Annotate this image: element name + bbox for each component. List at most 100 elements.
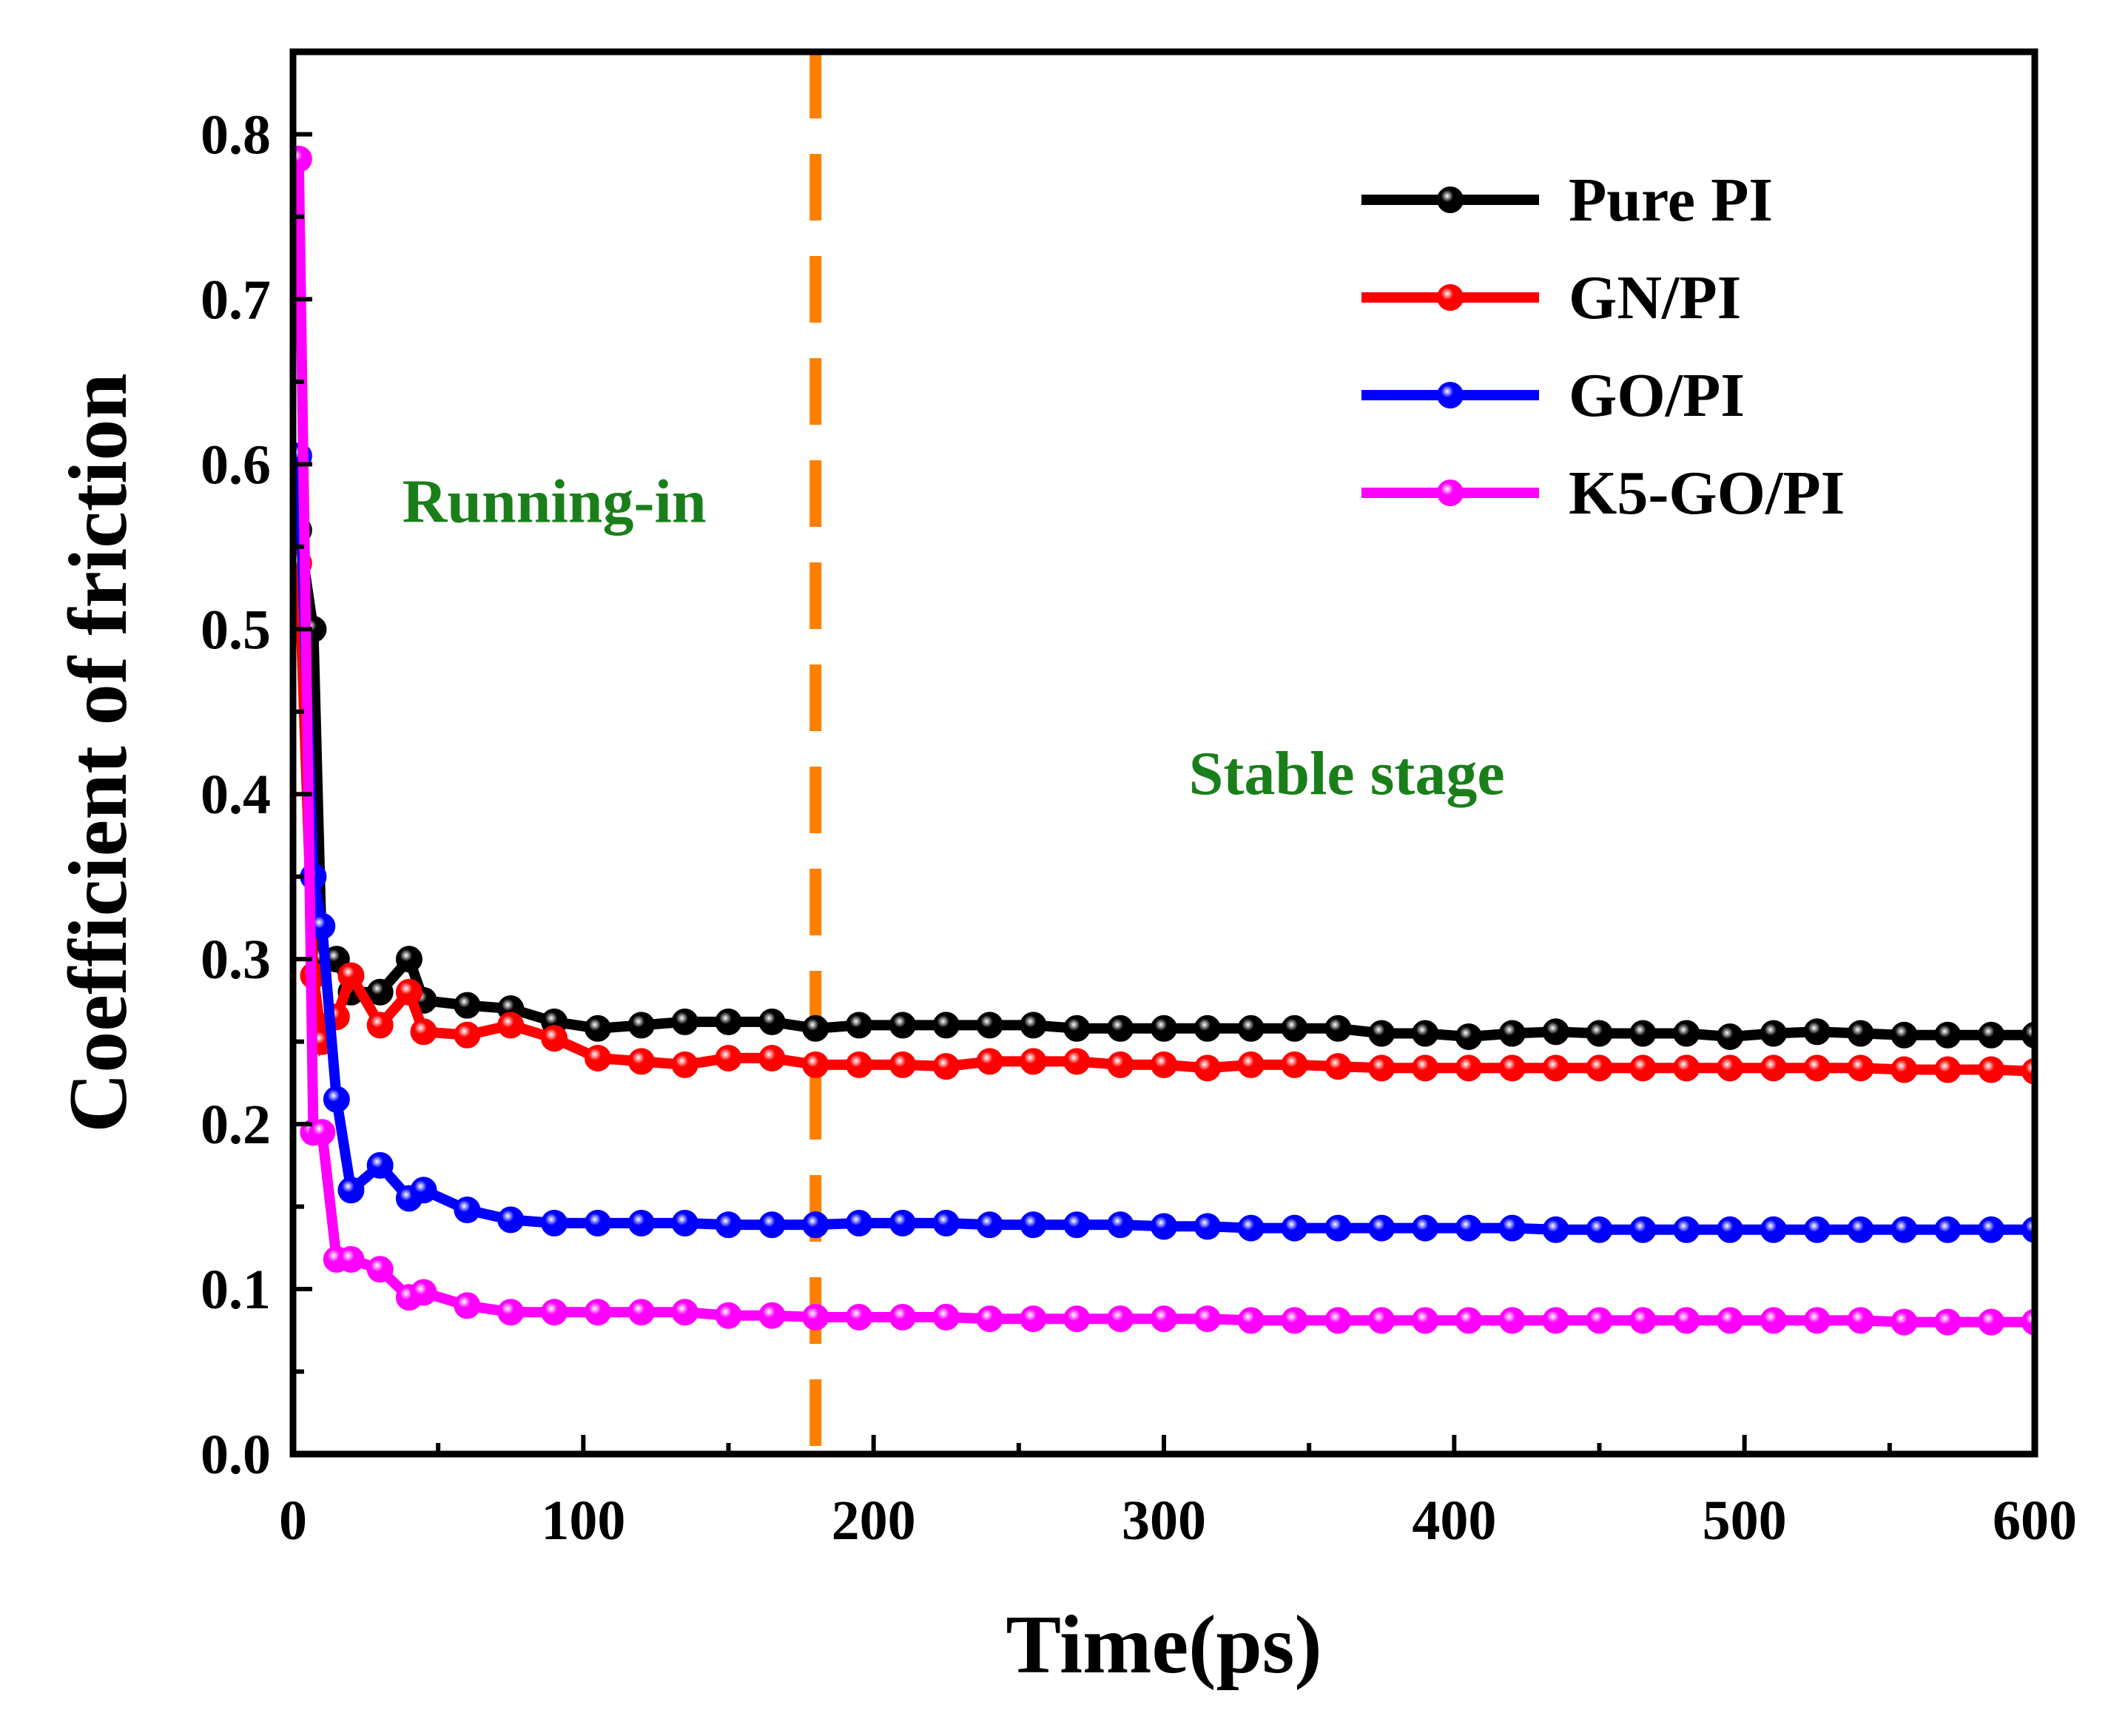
y-tick-label: 0.8 <box>201 104 271 166</box>
data-point <box>932 1053 960 1080</box>
data-point <box>976 1211 1003 1239</box>
y-tick-label: 0.0 <box>201 1424 271 1486</box>
data-point <box>715 1302 742 1329</box>
data-point <box>497 1012 525 1039</box>
data-point <box>889 1303 916 1330</box>
data-point <box>1978 1056 2005 1083</box>
data-point <box>293 145 312 172</box>
axes: 0 100 200 300 400 500 600 0.0 0.1 0.2 0.3 0.4 0.5 0.6… <box>201 48 2077 1552</box>
legend-label-1: GN/PI <box>1569 263 1741 332</box>
data-point <box>395 978 422 1006</box>
data-point <box>976 1305 1003 1333</box>
data-point <box>366 1256 394 1283</box>
series-line-1 <box>293 562 2035 1077</box>
data-point <box>454 992 481 1019</box>
data-point <box>1934 1056 1962 1083</box>
data-point <box>1498 1214 1526 1242</box>
data-point <box>1063 1211 1091 1239</box>
data-point <box>1368 1020 1395 1047</box>
data-point <box>846 1051 873 1078</box>
y-tick-label: 0.2 <box>201 1094 271 1156</box>
data-point <box>1847 1020 1874 1047</box>
x-tick-label: 200 <box>832 1490 916 1552</box>
data-point <box>1891 1021 1918 1049</box>
data-point <box>758 1302 786 1329</box>
data-point <box>1455 1307 1482 1334</box>
data-point <box>1978 1308 2005 1336</box>
data-point <box>1978 1216 2005 1243</box>
data-point <box>889 1051 916 1078</box>
data-point <box>366 978 394 1006</box>
data-point <box>1193 1305 1221 1333</box>
data-point <box>889 1012 916 1039</box>
data-point <box>1237 1051 1265 1078</box>
data-point <box>1281 1015 1308 1042</box>
data-point <box>1368 1054 1395 1082</box>
series-line-2 <box>293 455 2035 1235</box>
data-point <box>1847 1307 1874 1334</box>
data-point <box>1760 1307 1787 1334</box>
legend-marker-0 <box>1437 186 1464 213</box>
y-tick-label: 0.7 <box>201 269 271 331</box>
data-point <box>1107 1211 1134 1239</box>
data-point <box>1586 1020 1613 1047</box>
data-point <box>1063 1048 1091 1075</box>
data-point <box>1803 1018 1831 1046</box>
data-point <box>1237 1015 1265 1042</box>
data-point <box>802 1303 829 1330</box>
y-tick-label: 0.3 <box>201 929 271 991</box>
data-point <box>1891 1216 1918 1243</box>
series-line-3 <box>293 158 2035 1328</box>
data-point <box>1193 1015 1221 1042</box>
data-point <box>366 1012 394 1039</box>
legend: Pure PI GN/PI GO/PI K5-GO/PI <box>1361 166 1845 528</box>
data-point <box>1237 1214 1265 1242</box>
plot-frame <box>289 48 2038 1458</box>
data-point <box>846 1303 873 1330</box>
data-point <box>1455 1023 1482 1050</box>
legend-label-0: Pure PI <box>1569 166 1773 235</box>
data-point <box>1978 1021 2005 1049</box>
data-point <box>1020 1048 1047 1075</box>
data-point <box>1760 1054 1787 1082</box>
x-tick-label: 0 <box>279 1490 307 1552</box>
data-point <box>1281 1051 1308 1078</box>
data-point <box>337 1177 365 1204</box>
data-point <box>932 1303 960 1330</box>
data-point <box>627 1209 655 1237</box>
y-tick-label: 0.4 <box>201 764 271 826</box>
data-point <box>1586 1216 1613 1243</box>
data-point <box>497 1206 525 1234</box>
data-point <box>337 1245 365 1273</box>
data-point <box>454 1292 481 1319</box>
data-point <box>802 1051 829 1078</box>
data-point <box>846 1012 873 1039</box>
data-point <box>1368 1307 1395 1334</box>
data-point <box>1063 1015 1091 1042</box>
data-point <box>1193 1213 1221 1240</box>
data-point <box>1629 1054 1657 1082</box>
legend-marker-1 <box>1437 284 1464 311</box>
data-point <box>1151 1015 1177 1042</box>
data-point <box>932 1209 960 1237</box>
data-point <box>1324 1307 1352 1334</box>
data-point <box>1629 1020 1657 1047</box>
y-tick-label: 0.5 <box>201 599 271 661</box>
data-point <box>1151 1213 1177 1240</box>
data-point <box>323 1086 350 1113</box>
data-point <box>1803 1216 1831 1243</box>
data-point <box>454 1021 481 1049</box>
data-point <box>1760 1020 1787 1047</box>
data-point <box>1673 1307 1700 1334</box>
data-point <box>1498 1054 1526 1082</box>
data-point <box>1586 1054 1613 1082</box>
data-point <box>1498 1020 1526 1047</box>
data-point <box>932 1012 960 1039</box>
y-tick-label: 0.6 <box>201 434 271 496</box>
x-tick-label: 600 <box>1993 1490 2077 1552</box>
data-point <box>410 1177 437 1204</box>
data-point <box>1717 1307 1744 1334</box>
data-point <box>1107 1051 1134 1078</box>
data-point <box>1324 1053 1352 1080</box>
